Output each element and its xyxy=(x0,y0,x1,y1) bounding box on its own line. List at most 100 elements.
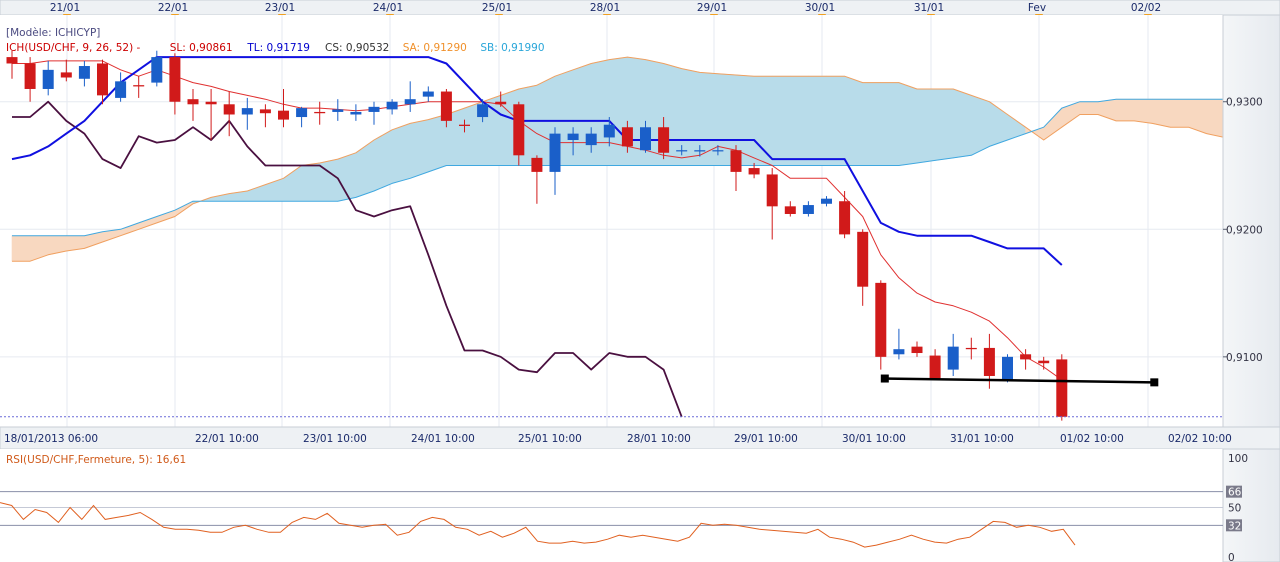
top-date-label: Fev xyxy=(1028,2,1046,14)
top-date-label: 21/01 xyxy=(50,2,80,14)
kumo-segment xyxy=(391,122,411,184)
model-label: [Modèle: ICHICYP] xyxy=(6,27,100,39)
kumo-segment xyxy=(590,59,610,166)
kumo-segment xyxy=(409,119,429,179)
kumo-segment xyxy=(1152,98,1171,128)
top-date-label: 24/01 xyxy=(373,2,403,14)
candle-bearish xyxy=(784,206,796,214)
price-axis-ticks: 0,9300 0,9200 0,9100 xyxy=(1223,97,1263,364)
kumo-segment xyxy=(1170,98,1189,128)
kijun-sen-line xyxy=(11,56,1063,266)
candle-bearish xyxy=(621,127,633,147)
price-axis xyxy=(1222,14,1280,428)
candle-bearish xyxy=(24,63,36,89)
candle-bearish xyxy=(965,347,977,350)
rsi-level-box xyxy=(1226,485,1242,498)
candle-bearish xyxy=(1038,360,1050,364)
kumo-segment xyxy=(844,75,864,166)
rsi-axis-ticks: 100 66 50 32 0 xyxy=(1226,453,1248,562)
candle-bearish xyxy=(169,57,181,102)
senkou-span-b-line xyxy=(12,98,1223,237)
candle-bearish xyxy=(259,109,271,114)
kumo-segment xyxy=(880,82,900,166)
indicator-legend: ICH(USD/CHF, 9, 26, 52) - SL: 0,90861 TL: … xyxy=(6,42,545,54)
candle-bearish xyxy=(531,157,543,172)
ichimoku-lines xyxy=(11,56,1223,418)
kumo-segment xyxy=(753,75,773,166)
rsi-level-box xyxy=(1226,519,1242,532)
candle-bullish xyxy=(477,104,489,118)
support-line xyxy=(880,374,1159,387)
candle-bearish xyxy=(875,282,887,357)
top-date-label: 25/01 xyxy=(482,2,512,14)
candle-bullish xyxy=(640,127,651,151)
legend-entry: TL: 0,91719 xyxy=(246,42,310,54)
candle-bullish xyxy=(1002,356,1013,380)
top-date-axis xyxy=(0,0,1280,16)
candle-bearish xyxy=(440,91,452,121)
kumo-segment xyxy=(952,88,972,159)
kumo-segment xyxy=(608,56,628,166)
kumo-segment xyxy=(427,114,447,173)
legend-entry: ICH(USD/CHF, 9, 26, 52) - xyxy=(6,42,141,54)
rsi-grid xyxy=(0,491,1223,526)
candle-bearish xyxy=(983,347,995,376)
candle-bearish xyxy=(911,346,923,354)
candle-bearish xyxy=(766,174,778,207)
bottom-date-label: 25/01 10:00 xyxy=(518,433,582,445)
candle-bullish xyxy=(567,133,579,141)
bottom-date-label: 18/01/2013 06:00 xyxy=(4,433,98,445)
candle-bearish xyxy=(459,124,470,126)
bottom-date-label: 28/01 10:00 xyxy=(627,433,691,445)
top-date-label: 02/02 xyxy=(1131,2,1161,14)
support-trendline xyxy=(884,377,1155,384)
candle-bullish xyxy=(368,106,380,112)
kumo-segment xyxy=(771,75,791,166)
candle-bearish xyxy=(6,57,18,64)
candle-bullish xyxy=(893,349,905,355)
candle-bearish xyxy=(187,99,199,105)
price-tick-label: 0,9100 xyxy=(1226,352,1263,364)
candle-bullish xyxy=(151,57,163,83)
kumo-segment xyxy=(319,158,339,202)
bottom-date-label: 22/01 10:00 xyxy=(195,433,259,445)
kumo-segment xyxy=(789,75,809,166)
kumo-segment xyxy=(11,235,31,262)
legend-entry: SA: 0,91290 xyxy=(403,42,467,54)
candle-bullish xyxy=(241,108,253,115)
candle-bearish xyxy=(929,355,941,379)
kumo-segment xyxy=(970,94,990,156)
candle-bullish xyxy=(947,346,959,370)
legend-entry: SB: 0,91990 xyxy=(480,42,544,54)
candle-bearish xyxy=(730,150,742,172)
candle-bullish xyxy=(404,99,416,105)
legend-entry: SL: 0,90861 xyxy=(170,42,233,54)
candle-bullish xyxy=(603,124,615,138)
candle-bullish xyxy=(115,81,127,98)
kumo-segment xyxy=(934,88,954,161)
price-tick-label: 0,9200 xyxy=(1226,224,1263,236)
kumo-segment xyxy=(1115,98,1135,122)
legend-entry: CS: 0,90532 xyxy=(325,42,389,54)
chikou-span-line xyxy=(12,100,683,418)
price-tick-label: 0,9300 xyxy=(1226,97,1263,109)
candle-bearish xyxy=(205,101,217,105)
candle-bullish xyxy=(549,133,561,172)
rsi-panel xyxy=(0,449,1223,562)
trendline-handle xyxy=(1150,378,1159,387)
top-date-label: 31/01 xyxy=(914,2,944,14)
candle-bullish xyxy=(386,101,398,110)
candle-bearish xyxy=(314,111,326,114)
rsi-line xyxy=(0,502,1076,548)
kumo-segment xyxy=(808,75,827,166)
candle-bearish xyxy=(1056,359,1068,417)
candle-bullish xyxy=(296,108,308,118)
bottom-date-label: 30/01 10:00 xyxy=(842,433,906,445)
kumo-segment xyxy=(699,72,719,166)
kumo-segment xyxy=(572,63,592,166)
bottom-date-label: 01/02 10:00 xyxy=(1060,433,1124,445)
candle-bullish xyxy=(585,133,597,146)
candle-bullish xyxy=(42,69,54,89)
kumo-segment xyxy=(862,82,882,166)
